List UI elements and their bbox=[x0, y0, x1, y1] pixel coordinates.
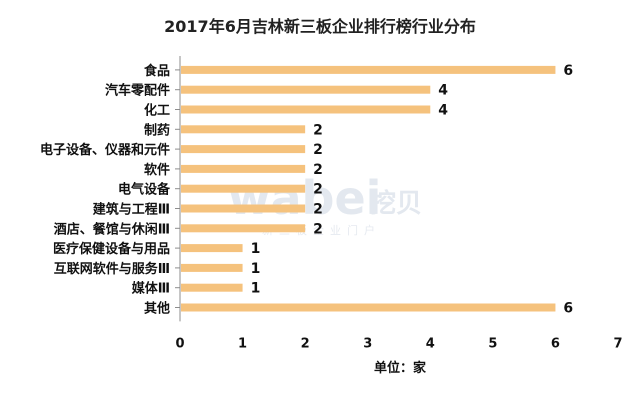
bar bbox=[181, 224, 306, 233]
chart-title: 2017年6月吉林新三板企业排行榜行业分布 bbox=[164, 17, 476, 36]
bar-value-label: 2 bbox=[313, 122, 323, 138]
watermark-brand-cn: 挖贝 bbox=[370, 188, 422, 219]
x-tick-label: 4 bbox=[426, 336, 435, 351]
category-label: 汽车零配件 bbox=[105, 83, 170, 99]
bar bbox=[181, 164, 306, 173]
bar-value-label: 2 bbox=[313, 202, 323, 218]
x-axis-title: 单位：家 bbox=[374, 360, 427, 376]
category-label: 软件 bbox=[144, 162, 170, 178]
category-label: 媒体Ⅲ bbox=[132, 281, 170, 297]
bar bbox=[181, 303, 556, 312]
bar-value-label: 1 bbox=[251, 281, 261, 297]
category-label: 互联网软件与服务Ⅲ bbox=[54, 261, 170, 277]
x-tick-label: 0 bbox=[175, 336, 184, 351]
category-label: 制药 bbox=[144, 122, 170, 138]
x-tick-label: 5 bbox=[488, 336, 497, 351]
bar bbox=[181, 283, 243, 292]
bar-value-label: 1 bbox=[251, 241, 261, 257]
x-tick-label: 7 bbox=[613, 336, 622, 351]
bar-value-label: 6 bbox=[563, 301, 573, 317]
bar bbox=[181, 125, 306, 134]
watermark-brand: wabei bbox=[228, 171, 381, 225]
bar bbox=[181, 204, 306, 213]
category-label: 电气设备 bbox=[118, 182, 171, 198]
x-tick-label: 3 bbox=[363, 336, 372, 351]
bar-value-label: 4 bbox=[438, 103, 448, 119]
category-label: 化工 bbox=[144, 103, 170, 119]
bar-value-label: 2 bbox=[313, 221, 323, 237]
category-label: 建筑与工程Ⅲ bbox=[93, 202, 170, 218]
bar-value-label: 4 bbox=[438, 83, 448, 99]
x-tick-label: 2 bbox=[301, 336, 310, 351]
category-label: 食品 bbox=[144, 63, 170, 79]
plot-area: 食品 6 汽车零配件 4 化工 4 制药 2 电子设备、仪器和元件 2 软件 2 电气设备 2 建筑与工程Ⅲ… bbox=[40, 56, 623, 351]
category-label: 酒店、餐馆与休闲Ⅲ bbox=[54, 221, 170, 237]
category-label: 电子设备、仪器和元件 bbox=[40, 142, 170, 158]
category-label: 其他 bbox=[144, 301, 170, 317]
watermark: wabei 挖贝 新三板企业门户 bbox=[228, 171, 422, 237]
x-tick-label: 6 bbox=[551, 336, 560, 351]
category-label: 医疗保健设备与用品 bbox=[53, 241, 170, 257]
bar bbox=[181, 184, 306, 193]
bar-value-label: 2 bbox=[313, 142, 323, 158]
bar-value-label: 1 bbox=[251, 261, 261, 277]
bar bbox=[181, 145, 306, 154]
bar-value-label: 2 bbox=[313, 162, 323, 178]
bar bbox=[181, 263, 243, 272]
bar bbox=[181, 85, 431, 94]
bar bbox=[181, 244, 243, 253]
bar bbox=[181, 65, 556, 74]
bar bbox=[181, 105, 431, 114]
bar-value-label: 2 bbox=[313, 182, 323, 198]
x-tick-label: 1 bbox=[238, 336, 247, 351]
bar-value-label: 6 bbox=[563, 63, 573, 79]
